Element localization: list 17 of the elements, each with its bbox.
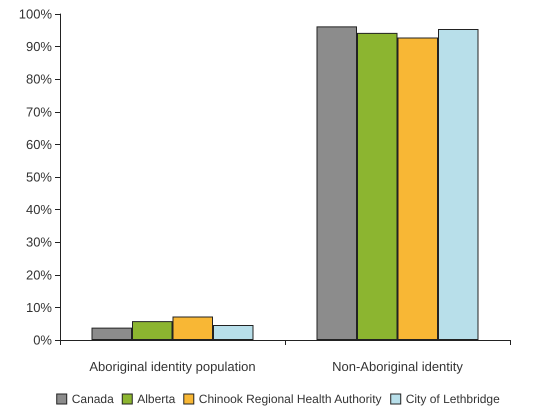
y-tick-label: 10%	[26, 300, 52, 315]
x-tick-label: Aboriginal identity population	[89, 359, 256, 374]
y-tick-label: 0%	[33, 332, 52, 348]
legend-label: Canada	[72, 392, 114, 406]
y-tick-label: 40%	[26, 202, 52, 218]
y-tick-label: 80%	[26, 72, 52, 87]
legend-label: Alberta	[137, 392, 176, 406]
y-tick-label: 20%	[26, 267, 52, 282]
y-tick-label: 100%	[18, 6, 52, 22]
y-tick-label: 30%	[26, 234, 52, 250]
y-tick-label: 70%	[26, 104, 52, 120]
legend-label: Chinook Regional Health Authority	[198, 392, 382, 406]
y-tick-label: 60%	[26, 136, 52, 152]
y-tick-label: 90%	[26, 39, 52, 54]
x-tick-label: Non-Aboriginal identity	[332, 359, 464, 374]
y-tick-label: 50%	[26, 170, 52, 184]
legend-label: City of Lethbridge	[406, 392, 500, 406]
